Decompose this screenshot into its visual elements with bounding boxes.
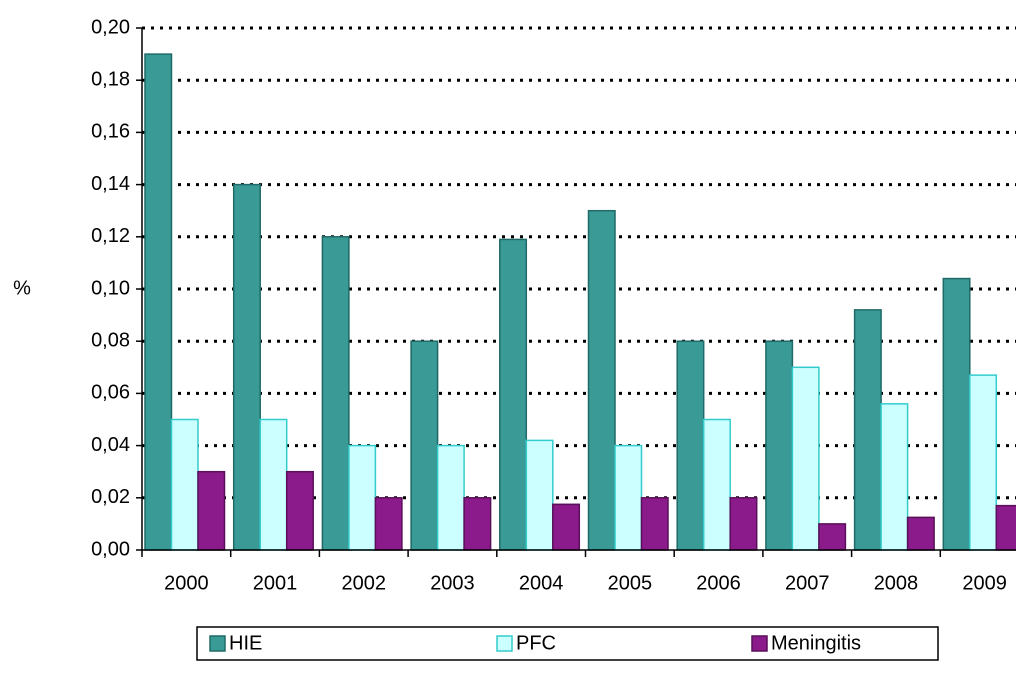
legend-box <box>196 626 939 661</box>
legend-swatch <box>751 635 768 652</box>
y-tick-label: 0,14 <box>91 173 130 195</box>
y-tick-label: 0,08 <box>91 329 130 351</box>
bar <box>259 418 288 551</box>
bar <box>995 504 1016 551</box>
x-tick-label: 2007 <box>785 572 830 594</box>
y-tick-label: 0,10 <box>91 277 130 299</box>
legend-label: Meningitis <box>771 632 861 654</box>
legend-label: PFC <box>516 632 556 654</box>
bar <box>374 497 403 551</box>
x-tick-label: 2008 <box>874 572 919 594</box>
bar <box>818 523 847 551</box>
bar <box>499 238 528 551</box>
y-axis-label: % <box>13 277 31 299</box>
bar <box>232 183 261 551</box>
bar <box>702 418 731 551</box>
bar <box>463 497 492 551</box>
bar <box>436 444 465 551</box>
x-tick-label: 2001 <box>253 572 298 594</box>
bar <box>410 340 439 551</box>
y-tick-label: 0,18 <box>91 68 130 90</box>
bar <box>880 403 909 551</box>
y-tick-label: 0,12 <box>91 225 130 247</box>
bar <box>765 340 794 551</box>
bar <box>676 340 705 551</box>
x-tick-label: 2006 <box>696 572 741 594</box>
y-tick-label: 0,16 <box>91 121 130 143</box>
x-tick-label: 2009 <box>962 572 1007 594</box>
bar <box>321 236 350 551</box>
x-tick-label: 2004 <box>519 572 564 594</box>
bar <box>906 516 935 551</box>
x-tick-label: 2005 <box>608 572 653 594</box>
bar <box>197 470 226 551</box>
x-tick-label: 2002 <box>342 572 387 594</box>
bar <box>552 503 581 551</box>
bar <box>170 418 199 551</box>
y-tick-label: 0,02 <box>91 486 130 508</box>
bar <box>285 470 314 551</box>
bar <box>853 309 882 551</box>
legend-swatch <box>496 635 513 652</box>
x-tick-label: 2000 <box>164 572 209 594</box>
bar <box>348 444 377 551</box>
bar <box>587 209 616 551</box>
bar <box>791 366 820 551</box>
legend-label: HIE <box>229 632 262 654</box>
bar <box>729 497 758 551</box>
bar <box>942 277 971 551</box>
y-tick-label: 0,00 <box>91 538 130 560</box>
bar <box>525 439 554 551</box>
y-tick-label: 0,20 <box>91 16 130 38</box>
legend-swatch <box>209 635 226 652</box>
bar <box>144 53 173 551</box>
x-tick-label: 2003 <box>430 572 475 594</box>
y-tick-label: 0,04 <box>91 434 130 456</box>
bar <box>969 374 998 551</box>
bar <box>614 444 643 551</box>
bar <box>640 497 669 551</box>
y-tick-label: 0,06 <box>91 382 130 404</box>
